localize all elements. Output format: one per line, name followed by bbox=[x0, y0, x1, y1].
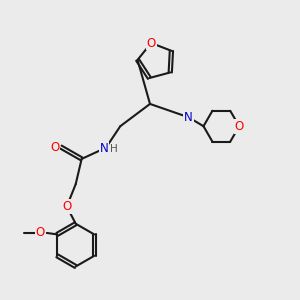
Text: O: O bbox=[36, 226, 45, 239]
Text: O: O bbox=[62, 200, 71, 213]
Text: N: N bbox=[100, 142, 108, 155]
Text: H: H bbox=[110, 143, 118, 154]
Text: N: N bbox=[184, 111, 193, 124]
Text: O: O bbox=[50, 140, 59, 154]
Text: O: O bbox=[146, 37, 156, 50]
Text: O: O bbox=[235, 120, 244, 133]
